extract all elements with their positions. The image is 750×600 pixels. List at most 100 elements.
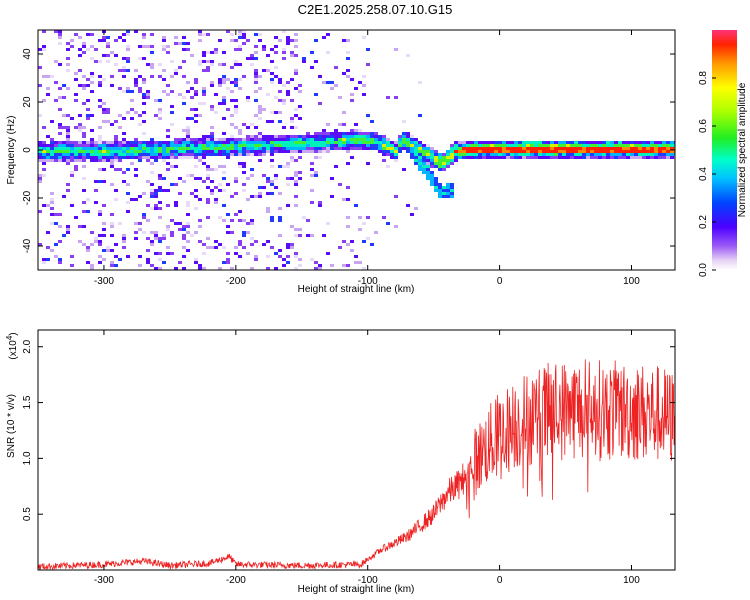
- heatmap-cell: [190, 87, 194, 90]
- heatmap-cell: [526, 147, 530, 150]
- heatmap-cell: [234, 180, 238, 183]
- heatmap-cell: [650, 150, 654, 153]
- heatmap-cell: [290, 246, 294, 249]
- heatmap-cell: [194, 153, 198, 156]
- heatmap-cell: [206, 60, 210, 63]
- heatmap-cell: [346, 57, 350, 60]
- heatmap-cell: [110, 162, 114, 165]
- heatmap-cell: [574, 150, 578, 153]
- heatmap-cell: [442, 189, 446, 192]
- heatmap-cell: [582, 153, 586, 156]
- heatmap-cell: [450, 195, 454, 198]
- heatmap-cell: [538, 150, 542, 153]
- heatmap-cell: [186, 240, 190, 243]
- heatmap-cell: [270, 144, 274, 147]
- heatmap-cell: [74, 126, 78, 129]
- heatmap-cell: [318, 75, 322, 78]
- heatmap-cell: [346, 225, 350, 228]
- heatmap-cell: [646, 144, 650, 147]
- heatmap-cell: [202, 138, 206, 141]
- heatmap-cell: [514, 144, 518, 147]
- heatmap-cell: [146, 156, 150, 159]
- heatmap-cell: [86, 99, 90, 102]
- heatmap-cell: [514, 156, 518, 159]
- heatmap-cell: [94, 150, 98, 153]
- heatmap-cell: [314, 150, 318, 153]
- heatmap-cell: [194, 261, 198, 264]
- heatmap-cell: [158, 141, 162, 144]
- heatmap-cell: [618, 144, 622, 147]
- heatmap-cell: [178, 42, 182, 45]
- heatmap-cell: [454, 153, 458, 156]
- heatmap-cell: [342, 135, 346, 138]
- heatmap-cell: [230, 90, 234, 93]
- heatmap-cell: [502, 144, 506, 147]
- heatmap-cell: [58, 63, 62, 66]
- heatmap-cell: [394, 147, 398, 150]
- heatmap-cell: [178, 192, 182, 195]
- heatmap-cell: [318, 204, 322, 207]
- heatmap-cell: [162, 48, 166, 51]
- heatmap-cell: [42, 168, 46, 171]
- heatmap-cell: [354, 138, 358, 141]
- heatmap-cell: [74, 150, 78, 153]
- heatmap-cell: [226, 30, 230, 33]
- heatmap-cell: [150, 231, 154, 234]
- heatmap-cell: [54, 213, 58, 216]
- y-tick-label: 1.5: [22, 395, 33, 409]
- heatmap-cell: [266, 150, 270, 153]
- heatmap-cell: [70, 144, 74, 147]
- heatmap-cell: [198, 141, 202, 144]
- heatmap-cell: [294, 204, 298, 207]
- heatmap-cell: [610, 147, 614, 150]
- heatmap-cell: [86, 210, 90, 213]
- heatmap-cell: [50, 159, 54, 162]
- heatmap-cell: [482, 153, 486, 156]
- heatmap-cell: [406, 150, 410, 153]
- heatmap-cell: [282, 258, 286, 261]
- heatmap-cell: [126, 153, 130, 156]
- heatmap-cell: [182, 42, 186, 45]
- heatmap-cell: [634, 153, 638, 156]
- snr-x-ticks: -300 -200 -100 0 100: [94, 330, 640, 586]
- heatmap-cell: [294, 234, 298, 237]
- heatmap-cell: [250, 195, 254, 198]
- heatmap-cell: [198, 219, 202, 222]
- heatmap-cell: [74, 141, 78, 144]
- heatmap-cell: [278, 216, 282, 219]
- heatmap-cell: [42, 30, 46, 33]
- colorbar-ticks: 0.00.20.40.60.8: [698, 71, 716, 277]
- heatmap-cell: [174, 165, 178, 168]
- heatmap-cell: [154, 237, 158, 240]
- heatmap-cell: [418, 153, 422, 156]
- heatmap-cell: [326, 252, 330, 255]
- heatmap-cell: [262, 45, 266, 48]
- heatmap-cell: [214, 144, 218, 147]
- heatmap-cell: [422, 153, 426, 156]
- heatmap-cell: [142, 156, 146, 159]
- heatmap-cell: [258, 138, 262, 141]
- heatmap-cell: [494, 144, 498, 147]
- heatmap-cell: [410, 141, 414, 144]
- heatmap-cell: [650, 153, 654, 156]
- heatmap-cell: [442, 168, 446, 171]
- heatmap-cell: [630, 150, 634, 153]
- heatmap-cell: [278, 120, 282, 123]
- heatmap-cell: [106, 54, 110, 57]
- heatmap-cell: [82, 87, 86, 90]
- heatmap-cell: [578, 147, 582, 150]
- heatmap-cell: [430, 156, 434, 159]
- heatmap-cell: [618, 141, 622, 144]
- heatmap-cell: [282, 57, 286, 60]
- heatmap-cell: [270, 138, 274, 141]
- heatmap-cell: [522, 144, 526, 147]
- heatmap-cell: [538, 156, 542, 159]
- heatmap-cell: [66, 156, 70, 159]
- heatmap-cell: [330, 144, 334, 147]
- heatmap-cell: [194, 90, 198, 93]
- heatmap-cell: [338, 138, 342, 141]
- heatmap-cell: [418, 159, 422, 162]
- heatmap-cell: [234, 153, 238, 156]
- heatmap-cell: [298, 138, 302, 141]
- heatmap-cell: [202, 51, 206, 54]
